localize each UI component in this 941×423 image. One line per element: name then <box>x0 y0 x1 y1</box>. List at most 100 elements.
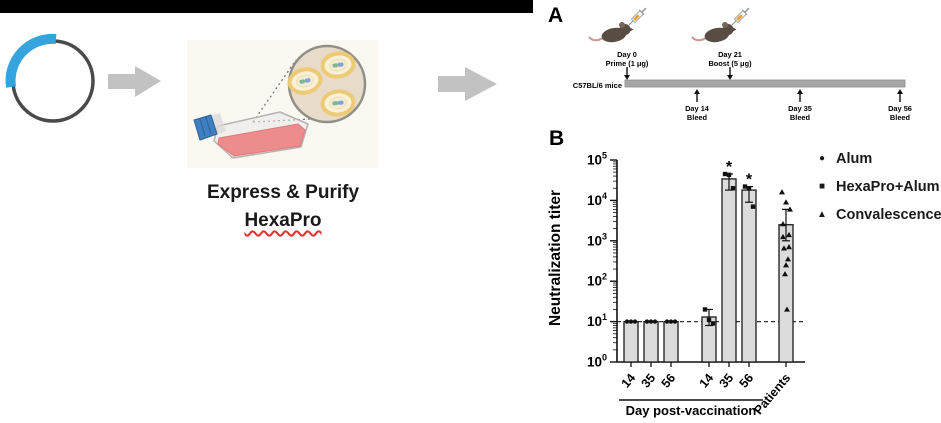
injection-day-label: Day 21 <box>718 50 742 59</box>
legend-item: ■ HexaPro+Alum <box>816 178 941 195</box>
bleed-arrow-icon <box>796 88 804 103</box>
bleed-detail-label: Bleed <box>687 113 708 122</box>
data-point-triangle <box>782 271 788 277</box>
panel-b-label: B <box>549 127 564 150</box>
triangle-marker-icon: ▲ <box>817 209 827 220</box>
data-point-square <box>726 172 732 178</box>
data-point-circle <box>624 319 630 324</box>
bar <box>663 320 679 363</box>
data-point-square <box>750 204 756 209</box>
x-tick-label: 56 <box>659 371 679 391</box>
hexapro-label: HexaPro <box>181 211 385 230</box>
x-tick-label: 56 <box>737 371 757 391</box>
y-tick-label: 101 <box>587 312 607 329</box>
bar <box>778 224 794 363</box>
y-tick-label: 103 <box>587 231 607 248</box>
bleed-arrow-icon <box>896 88 904 103</box>
significance-asterisk: * <box>726 159 733 176</box>
panel-a-label: A <box>548 4 563 27</box>
data-point-triangle <box>780 233 786 240</box>
injection-day-label: Day 0 <box>617 50 637 59</box>
timeline-bar <box>624 79 906 88</box>
y-tick-label: 105 <box>587 151 607 168</box>
cell-icon <box>287 67 323 95</box>
data-point-triangle <box>784 306 790 312</box>
bar <box>643 320 659 363</box>
bar <box>721 178 737 363</box>
data-point-circle <box>668 319 674 324</box>
plasmid-insert-arc <box>5 33 57 88</box>
data-point-circle <box>672 319 678 324</box>
data-point-circle <box>628 319 634 324</box>
data-point-circle <box>644 319 650 324</box>
bleed-detail-label: Bleed <box>790 113 811 122</box>
x-tick-label: 35 <box>717 371 737 391</box>
x-tick-label: 14 <box>619 371 639 391</box>
panel-b-chart: B Neutralization titer 100 101 102 103 104 10… <box>547 127 805 418</box>
mouse-icon <box>691 4 753 46</box>
culture-flask-icon <box>193 111 309 159</box>
data-point-triangle <box>786 244 792 250</box>
data-point-triangle <box>783 199 789 205</box>
data-point-circle <box>648 319 654 324</box>
legend-item: ● Alum <box>816 150 941 167</box>
data-point-triangle <box>783 262 789 268</box>
data-point-square <box>706 317 712 323</box>
hexapro-misspell-text: HexaPro <box>244 210 322 231</box>
bar <box>623 320 639 363</box>
data-point-triangle <box>779 189 785 195</box>
plasmid-icon <box>5 33 95 123</box>
cell-icon <box>320 51 356 79</box>
expression-illustration <box>187 40 378 168</box>
injection-detail-label: Boost (5 μg) <box>708 59 752 68</box>
data-point-square <box>702 307 708 312</box>
injection-detail-label: Prime (1 μg) <box>606 59 649 68</box>
express-purify-label: Express & Purify <box>206 182 360 203</box>
workflow-diagram <box>5 33 497 168</box>
data-point-circle <box>632 319 638 324</box>
data-point-square <box>730 186 736 191</box>
data-point-triangle <box>786 231 792 238</box>
cell-icon <box>320 89 356 117</box>
y-axis-title: Neutralization titer <box>547 190 564 326</box>
bleed-day-label: Day 35 <box>788 104 812 113</box>
data-point-triangle <box>785 256 791 262</box>
data-point-square <box>742 184 748 189</box>
x-tick-label: 14 <box>697 371 717 391</box>
bleed-day-label: Day 14 <box>685 104 710 113</box>
bar <box>741 189 757 363</box>
subject-label: C57BL/6 mice <box>573 81 622 90</box>
bleed-day-label: Day 56 <box>888 104 912 113</box>
square-marker-icon: ■ <box>818 181 826 192</box>
x-axis-group-title: Day post-vaccination <box>626 403 757 418</box>
y-tick-label: 102 <box>587 272 607 289</box>
circle-marker-icon: ● <box>818 153 826 164</box>
legend-label: Convalescence <box>836 206 941 223</box>
right-arrow-icon <box>108 66 161 97</box>
significance-asterisk: * <box>746 172 753 189</box>
injection-arrow-icon <box>726 66 734 81</box>
legend-item: ▲ Convalescence <box>816 206 941 223</box>
legend-label: Alum <box>836 150 873 167</box>
data-point-circle <box>664 319 670 324</box>
panel-a-timeline: A Day 0 Prime (1 μg) Day 21 Boost (5 μg)… <box>548 4 912 122</box>
data-point-square <box>746 186 752 191</box>
legend-label: HexaPro+Alum <box>836 178 940 195</box>
chart-legend: ● Alum ■ HexaPro+Alum ▲ Convalescence <box>816 150 941 223</box>
data-point-circle <box>652 319 658 324</box>
x-tick-label: 35 <box>639 371 659 391</box>
bleed-arrow-icon <box>693 88 701 103</box>
y-tick-label: 104 <box>587 191 607 208</box>
right-arrow-icon <box>438 67 497 101</box>
bleed-detail-label: Bleed <box>890 113 911 122</box>
data-point-triangle <box>787 206 793 212</box>
top-black-bar <box>0 0 533 13</box>
injection-arrow-icon <box>623 66 631 81</box>
data-point-square <box>722 171 728 177</box>
y-tick-label: 100 <box>587 353 607 370</box>
data-point-square <box>710 321 716 326</box>
mouse-icon <box>588 4 650 46</box>
x-tick-label: Patients <box>751 371 793 417</box>
